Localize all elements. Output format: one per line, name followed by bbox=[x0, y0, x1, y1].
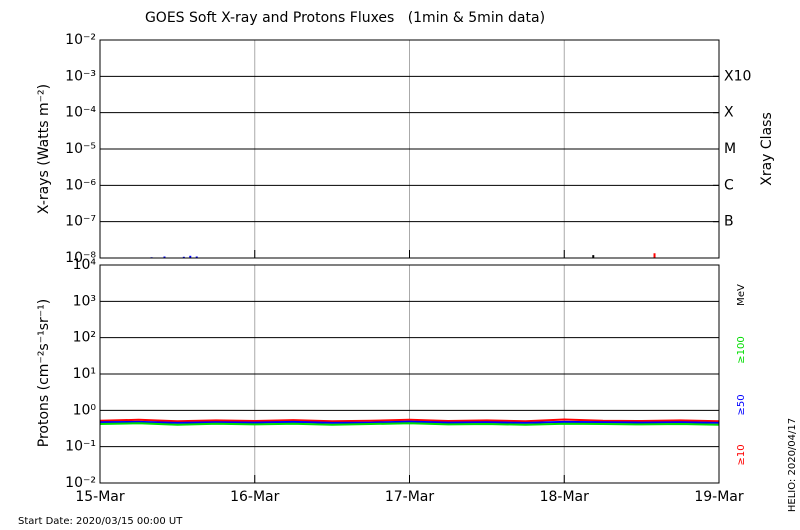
y-tick-label: 10⁻⁶ bbox=[65, 177, 96, 193]
y-axis-label: X-rays (Watts m⁻²) bbox=[36, 84, 52, 214]
y-tick-label: 10⁻² bbox=[65, 475, 96, 491]
series-line bbox=[99, 420, 720, 424]
legend-label: ≥100 bbox=[736, 336, 747, 363]
legend-label: ≥10 bbox=[736, 444, 747, 465]
y-tick-label: 10⁴ bbox=[73, 257, 97, 273]
y-tick-label: 10⁻³ bbox=[65, 68, 96, 84]
credit: HELIO: 2020/04/17 bbox=[787, 418, 798, 512]
y-tick-label: 10⁰ bbox=[73, 402, 97, 418]
x-tick-label: 16-Mar bbox=[230, 489, 280, 505]
y2-tick-label: X10 bbox=[724, 68, 751, 84]
y-tick-label: 10² bbox=[73, 330, 96, 346]
y-tick-label: 10¹ bbox=[73, 366, 96, 382]
y-tick-label: 10⁻⁴ bbox=[65, 105, 96, 121]
plot-frame bbox=[99, 264, 720, 484]
legend-title: MeV bbox=[736, 284, 747, 306]
y-tick-label: 10⁻⁸ bbox=[65, 250, 96, 266]
y-tick-label: 10⁻⁷ bbox=[65, 214, 96, 230]
y2-tick-label: C bbox=[724, 177, 734, 193]
plot-frame bbox=[99, 39, 720, 259]
y2-tick-label: X bbox=[724, 105, 734, 121]
series-line bbox=[99, 422, 720, 426]
y-tick-label: 10⁻⁵ bbox=[65, 141, 96, 157]
x-tick-label: 18-Mar bbox=[540, 489, 590, 505]
x-tick-label: 19-Mar bbox=[694, 489, 744, 505]
start-date: Start Date: 2020/03/15 00:00 UT bbox=[18, 516, 183, 527]
series-line bbox=[99, 418, 720, 423]
y2-tick-label: M bbox=[724, 141, 736, 157]
x-tick-label: 15-Mar bbox=[75, 489, 125, 505]
y-axis-label: Protons (cm⁻²s⁻¹sr⁻¹) bbox=[36, 299, 52, 448]
y-tick-label: 10⁻² bbox=[65, 32, 96, 48]
legend-label: ≥50 bbox=[736, 394, 747, 415]
y-tick-label: 10⁻¹ bbox=[65, 439, 96, 455]
x-tick-label: 17-Mar bbox=[385, 489, 435, 505]
chart-title: GOES Soft X-ray and Protons Fluxes (1min… bbox=[145, 10, 545, 26]
y2-tick-label: B bbox=[724, 214, 734, 230]
y-tick-label: 10³ bbox=[73, 293, 96, 309]
y2-axis-label: Xray Class bbox=[759, 112, 775, 186]
